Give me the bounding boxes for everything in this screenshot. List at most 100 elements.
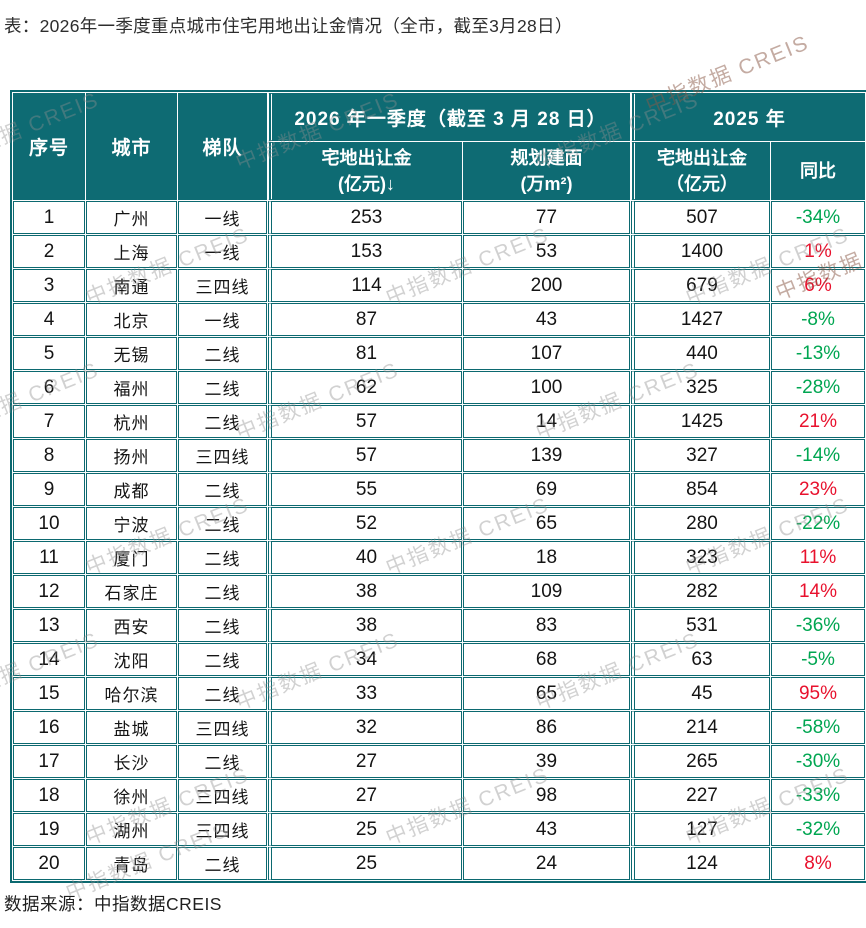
planned-area-cell: 18	[463, 541, 630, 574]
tier-cell: 三四线	[178, 779, 267, 812]
yoy-cell: -5%	[771, 643, 866, 676]
land-sales-table-container: 序号 城市 梯队 2026 年一季度（截至 3 月 28 日） 2025 年 宅…	[10, 90, 866, 883]
table-row: 16 盐城 三四线 32 86 214 -58%	[13, 711, 866, 744]
planned-area-cell: 65	[463, 677, 630, 710]
table-row: 4 北京 一线 87 43 1427 -8%	[13, 303, 866, 336]
yoy-cell: 95%	[771, 677, 866, 710]
city-cell: 成都	[86, 473, 177, 506]
yoy-cell: -22%	[771, 507, 866, 540]
header-yoy: 同比	[771, 142, 866, 200]
tier-cell: 二线	[178, 677, 267, 710]
fee-2025-cell: 214	[631, 711, 770, 744]
planned-area-cell: 77	[463, 201, 630, 234]
table-row: 8 扬州 三四线 57 139 327 -14%	[13, 439, 866, 472]
fee-2025-cell: 282	[631, 575, 770, 608]
tier-cell: 一线	[178, 201, 267, 234]
fee-2026-cell: 52	[268, 507, 462, 540]
fee-2025-cell: 227	[631, 779, 770, 812]
city-cell: 扬州	[86, 439, 177, 472]
planned-area-cell: 109	[463, 575, 630, 608]
tier-cell: 二线	[178, 847, 267, 880]
yoy-cell: 8%	[771, 847, 866, 880]
planned-area-cell: 43	[463, 303, 630, 336]
header-city: 城市	[86, 93, 177, 200]
tier-cell: 二线	[178, 405, 267, 438]
fee-2026-cell: 57	[268, 439, 462, 472]
yoy-cell: -33%	[771, 779, 866, 812]
planned-area-cell: 98	[463, 779, 630, 812]
planned-area-cell: 86	[463, 711, 630, 744]
tier-cell: 二线	[178, 473, 267, 506]
table-row: 13 西安 二线 38 83 531 -36%	[13, 609, 866, 642]
yoy-cell: -58%	[771, 711, 866, 744]
fee-2026-cell: 55	[268, 473, 462, 506]
tier-cell: 二线	[178, 337, 267, 370]
fee-2025-cell: 854	[631, 473, 770, 506]
planned-area-cell: 53	[463, 235, 630, 268]
city-cell: 哈尔滨	[86, 677, 177, 710]
seq-cell: 5	[13, 337, 85, 370]
city-cell: 上海	[86, 235, 177, 268]
page-title: 表：2026年一季度重点城市住宅用地出让金情况（全市，截至3月28日）	[4, 16, 573, 36]
table-row: 12 石家庄 二线 38 109 282 14%	[13, 575, 866, 608]
land-sales-table: 序号 城市 梯队 2026 年一季度（截至 3 月 28 日） 2025 年 宅…	[10, 90, 866, 883]
yoy-cell: -34%	[771, 201, 866, 234]
yoy-cell: -32%	[771, 813, 866, 846]
tier-cell: 二线	[178, 541, 267, 574]
table-row: 5 无锡 二线 81 107 440 -13%	[13, 337, 866, 370]
seq-cell: 11	[13, 541, 85, 574]
fee-2025-cell: 323	[631, 541, 770, 574]
fee-2026-cell: 153	[268, 235, 462, 268]
yoy-cell: 1%	[771, 235, 866, 268]
seq-cell: 15	[13, 677, 85, 710]
planned-area-cell: 24	[463, 847, 630, 880]
table-row: 14 沈阳 二线 34 68 63 -5%	[13, 643, 866, 676]
yoy-cell: 6%	[771, 269, 866, 302]
fee-2025-cell: 127	[631, 813, 770, 846]
seq-cell: 16	[13, 711, 85, 744]
tier-cell: 二线	[178, 643, 267, 676]
yoy-cell: -30%	[771, 745, 866, 778]
header-group-2025: 2025 年	[631, 93, 866, 141]
seq-cell: 3	[13, 269, 85, 302]
fee-2026-cell: 25	[268, 847, 462, 880]
fee-2025-cell: 265	[631, 745, 770, 778]
city-cell: 南通	[86, 269, 177, 302]
tier-cell: 三四线	[178, 269, 267, 302]
seq-cell: 19	[13, 813, 85, 846]
seq-cell: 17	[13, 745, 85, 778]
header-tier: 梯队	[178, 93, 267, 200]
fee-2026-cell: 57	[268, 405, 462, 438]
table-row: 9 成都 二线 55 69 854 23%	[13, 473, 866, 506]
fee-2025-cell: 280	[631, 507, 770, 540]
fee-2025-cell: 1400	[631, 235, 770, 268]
fee-2026-cell: 87	[268, 303, 462, 336]
city-cell: 厦门	[86, 541, 177, 574]
city-cell: 西安	[86, 609, 177, 642]
seq-cell: 2	[13, 235, 85, 268]
table-row: 3 南通 三四线 114 200 679 6%	[13, 269, 866, 302]
table-row: 17 长沙 二线 27 39 265 -30%	[13, 745, 866, 778]
table-row: 19 湖州 三四线 25 43 127 -32%	[13, 813, 866, 846]
table-row: 11 厦门 二线 40 18 323 11%	[13, 541, 866, 574]
seq-cell: 18	[13, 779, 85, 812]
fee-2025-cell: 45	[631, 677, 770, 710]
tier-cell: 二线	[178, 371, 267, 404]
planned-area-cell: 100	[463, 371, 630, 404]
planned-area-cell: 139	[463, 439, 630, 472]
city-cell: 长沙	[86, 745, 177, 778]
yoy-cell: 23%	[771, 473, 866, 506]
table-row: 2 上海 一线 153 53 1400 1%	[13, 235, 866, 268]
tier-cell: 三四线	[178, 711, 267, 744]
fee-2026-cell: 253	[268, 201, 462, 234]
seq-cell: 13	[13, 609, 85, 642]
table-row: 6 福州 二线 62 100 325 -28%	[13, 371, 866, 404]
city-cell: 广州	[86, 201, 177, 234]
city-cell: 湖州	[86, 813, 177, 846]
city-cell: 青岛	[86, 847, 177, 880]
fee-2025-cell: 63	[631, 643, 770, 676]
fee-2025-cell: 1425	[631, 405, 770, 438]
header-group-2026: 2026 年一季度（截至 3 月 28 日）	[268, 93, 630, 141]
fee-2025-cell: 124	[631, 847, 770, 880]
fee-2026-cell: 40	[268, 541, 462, 574]
